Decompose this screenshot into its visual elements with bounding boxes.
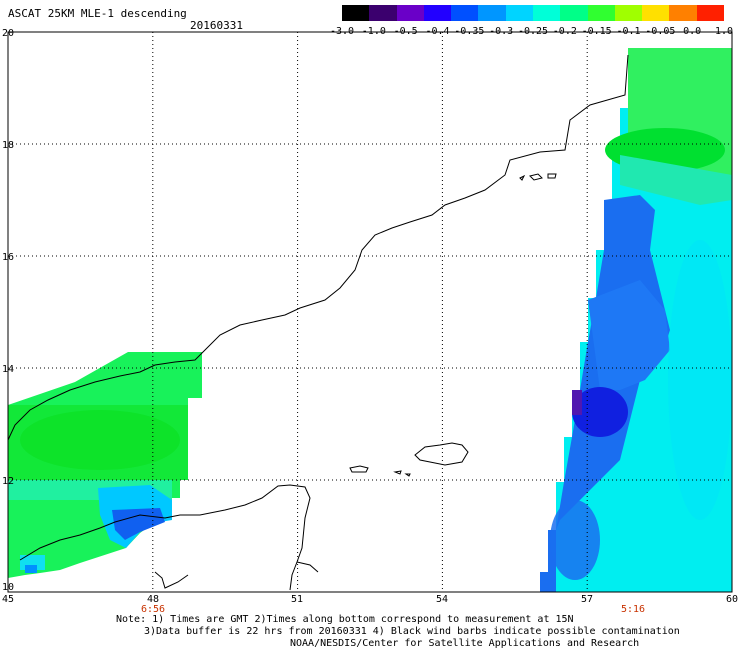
west-swath — [8, 352, 202, 610]
somali-coast — [19, 484, 311, 591]
east-swath — [540, 48, 732, 592]
east-swath-purple-pixel — [572, 390, 582, 415]
lat-label-20: 20 — [2, 28, 14, 39]
abd-al-kuri-island — [349, 465, 369, 473]
west-swath-small-blue — [25, 565, 37, 573]
horn-inlet — [154, 571, 189, 589]
east-swath-cyan-east — [668, 240, 732, 520]
east-swath-blue-mid — [588, 280, 670, 390]
lon-label-51: 51 — [291, 594, 303, 605]
colorbar-swatch — [642, 5, 670, 21]
lon-labels: 45 48 51 54 57 60 — [2, 594, 738, 605]
small-island-2 — [404, 473, 411, 477]
arabian-coast — [7, 54, 629, 441]
east-swath-deep-blue-core — [572, 387, 628, 437]
colorbar-swatch — [396, 5, 424, 21]
colorbar-swatch — [696, 5, 724, 21]
lat-label-16: 16 — [2, 252, 14, 263]
lat-label-12: 12 — [2, 476, 14, 487]
time-labels: 6:56 5:16 — [141, 604, 645, 615]
lon-label-45: 45 — [2, 594, 14, 605]
colorbar-swatch — [342, 5, 370, 21]
east-swath-blue-south — [550, 500, 600, 580]
colorbar-swatch — [614, 5, 643, 21]
colorbar-swatch — [532, 5, 561, 21]
lon-label-54: 54 — [436, 594, 448, 605]
small-island-1 — [393, 470, 402, 475]
time-label-east: 5:16 — [621, 604, 645, 615]
colorbar-swatch — [423, 5, 452, 21]
lat-label-18: 18 — [2, 140, 14, 151]
colorbar-swatch — [560, 5, 588, 21]
colorbar-swatch — [505, 5, 533, 21]
colorbar — [342, 5, 724, 21]
grid-lines — [8, 32, 732, 592]
kuria-muria-islands — [519, 173, 557, 181]
note-line-3: NOAA/NESDIS/Center for Satellite Applica… — [290, 638, 640, 649]
map-title: ASCAT 25KM MLE-1 descending — [8, 7, 187, 20]
colorbar-swatch — [587, 5, 615, 21]
note-line-1: Note: 1) Times are GMT 2)Times along bot… — [116, 614, 574, 625]
colorbar-swatch — [451, 5, 479, 21]
lat-label-10: 10 — [2, 582, 14, 593]
colorbar-swatch — [669, 5, 697, 21]
colorbar-swatch — [478, 5, 506, 21]
somali-coast-inlet — [296, 561, 319, 573]
data-swaths — [8, 48, 732, 610]
coastline — [7, 54, 629, 591]
map-frame — [7, 31, 733, 593]
lat-label-14: 14 — [2, 364, 14, 375]
map-date: 20160331 — [190, 19, 243, 32]
east-swath-green-teal-transition — [620, 155, 732, 205]
lon-label-48: 48 — [147, 594, 159, 605]
time-label-west: 6:56 — [141, 604, 165, 615]
lon-label-57: 57 — [581, 594, 593, 605]
lon-label-60: 60 — [726, 594, 738, 605]
colorbar-swatch — [369, 5, 397, 21]
west-swath-green-core — [20, 410, 180, 470]
socotra-island — [414, 442, 469, 466]
lat-labels: 20 18 16 14 12 10 — [2, 28, 14, 593]
note-line-2: 3)Data buffer is 22 hrs from 20160331 4)… — [144, 626, 680, 637]
